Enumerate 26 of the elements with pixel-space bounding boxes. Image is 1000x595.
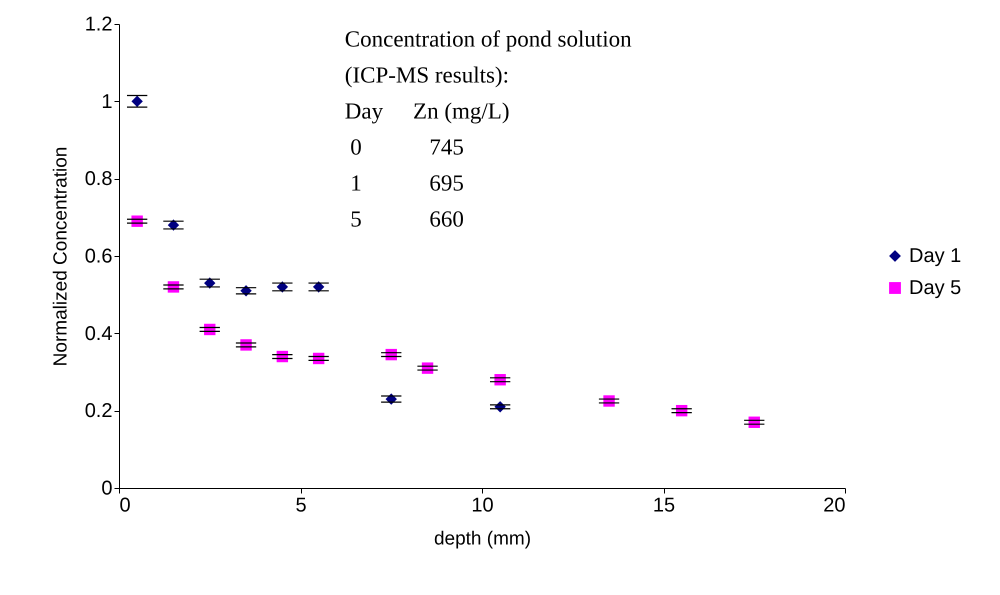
annotation: Day — [344, 98, 384, 124]
annotation: Zn (mg/L) — [413, 98, 510, 124]
y-tick-label: 1 — [101, 90, 112, 113]
y-tick-label: 0.6 — [84, 246, 112, 268]
x-tick-label: 10 — [471, 494, 494, 516]
y-tick-label: 0.4 — [84, 322, 112, 345]
legend-label: Day 5 — [909, 277, 962, 299]
annotation: 0 — [350, 134, 362, 160]
annotation: (ICP-MS results): — [344, 62, 509, 88]
x-tick-label: 5 — [295, 494, 307, 516]
legend-label: Day 1 — [909, 245, 962, 267]
x-tick-label: 20 — [823, 494, 846, 516]
annotation: Concentration of pond solution — [344, 26, 632, 52]
annotation: 695 — [429, 170, 464, 196]
y-tick-label: 0.8 — [84, 168, 112, 190]
annotation: 1 — [350, 170, 362, 196]
x-tick-label: 0 — [120, 494, 131, 516]
x-tick-label: 15 — [652, 494, 676, 516]
annotation: 745 — [429, 134, 464, 160]
y-tick-label: 0 — [101, 478, 112, 500]
y-axis-title: Normalized Concentration — [50, 146, 72, 366]
annotation: 660 — [429, 206, 464, 232]
x-axis-title: depth (mm) — [434, 528, 532, 550]
annotation: 5 — [350, 206, 362, 232]
y-tick-label: 1.2 — [84, 14, 112, 36]
y-tick-label: 0.2 — [84, 400, 112, 422]
